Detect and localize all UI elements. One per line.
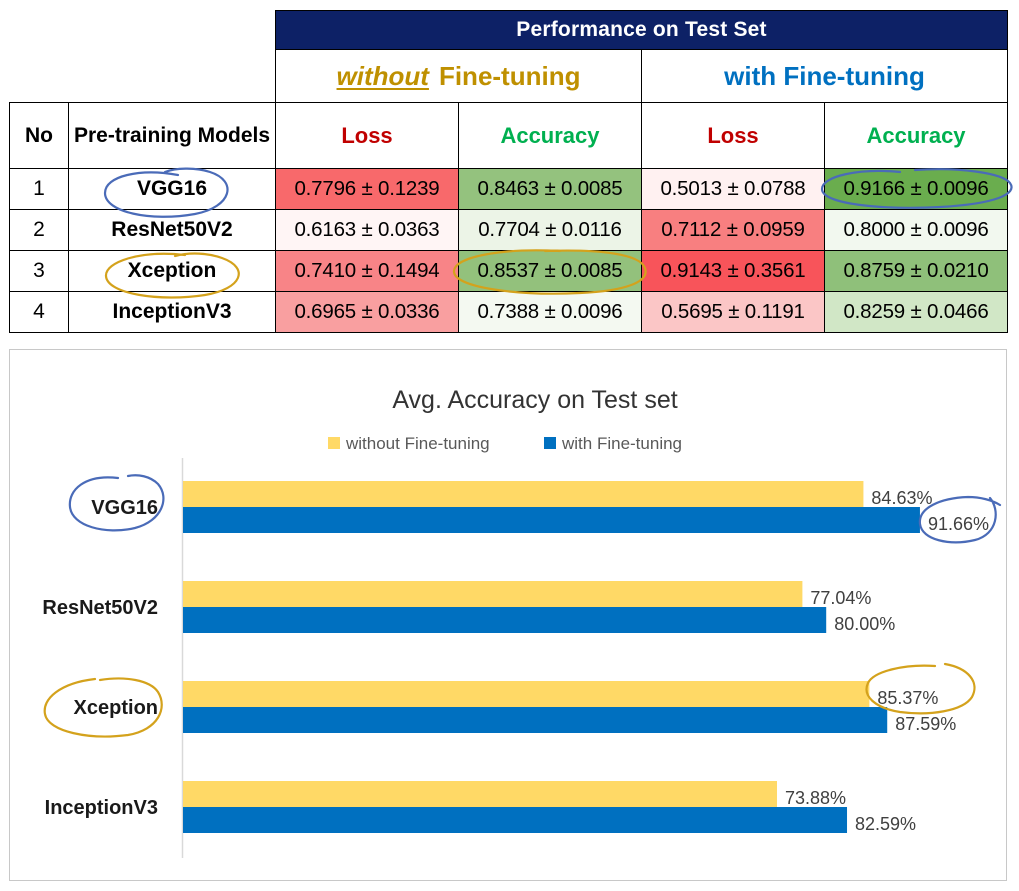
row-number: 4 <box>9 291 69 333</box>
loss-with-cell: 0.7112 ± 0.0959 <box>641 209 825 251</box>
loss-without-cell: 0.6163 ± 0.0363 <box>275 209 459 251</box>
bar-without-finetuning <box>183 781 777 807</box>
performance-header: Performance on Test Set <box>274 10 1009 50</box>
row-number: 1 <box>9 168 69 210</box>
bar-without-finetuning <box>183 481 864 507</box>
bar-value-label: 77.04% <box>810 588 871 608</box>
blank-corner-cell <box>68 10 276 50</box>
bar-value-label: 91.66% <box>928 514 989 534</box>
loss-with-cell: 0.9143 ± 0.3561 <box>641 250 825 292</box>
loss-without-cell: 0.7796 ± 0.1239 <box>275 168 459 210</box>
row-model: InceptionV3 <box>68 291 276 333</box>
loss-without-cell: 0.6965 ± 0.0336 <box>275 291 459 333</box>
accuracy-without-cell: 0.7704 ± 0.0116 <box>458 209 642 251</box>
bar-with-finetuning <box>183 707 888 733</box>
table-row: 1 VGG16 0.7796 ± 0.1239 0.8463 ± 0.0085 … <box>9 168 1009 210</box>
with-finetuning-header: with Fine-tuning <box>640 49 1009 103</box>
bar-with-finetuning <box>183 607 827 633</box>
without-finetuning-header: without Fine-tuning <box>275 49 642 103</box>
row-model: VGG16 <box>68 168 276 210</box>
accuracy-without-cell: 0.8537 ± 0.0085 <box>458 250 642 292</box>
accuracy-with-cell: 0.8000 ± 0.0096 <box>823 209 1009 251</box>
accuracy-with-cell: 0.8259 ± 0.0466 <box>823 291 1009 333</box>
table-column-header-row: No Pre-training Models Loss Accuracy Los… <box>9 102 1009 169</box>
legend-swatch-with <box>544 437 556 449</box>
column-header-accuracy-without: Accuracy <box>458 102 642 169</box>
loss-without-cell: 0.7410 ± 0.1494 <box>275 250 459 292</box>
row-model: ResNet50V2 <box>68 209 276 251</box>
legend-swatch-without <box>328 437 340 449</box>
bar-value-label: 85.37% <box>877 688 938 708</box>
bar-value-label: 84.63% <box>871 488 932 508</box>
accuracy-bar-chart: Avg. Accuracy on Test set without Fine-t… <box>42 386 989 858</box>
legend-label-without: without Fine-tuning <box>345 434 490 453</box>
bar-with-finetuning <box>183 507 920 533</box>
without-emphasis: without <box>336 60 429 91</box>
table-row: 3 Xception 0.7410 ± 0.1494 0.8537 ± 0.00… <box>9 250 1009 292</box>
loss-with-cell: 0.5013 ± 0.0788 <box>641 168 825 210</box>
category-label: ResNet50V2 <box>42 597 158 619</box>
blank-corner-cell <box>68 49 276 103</box>
bar-without-finetuning <box>183 681 870 707</box>
accuracy-with-cell: 0.9166 ± 0.0096 <box>823 168 1009 210</box>
chart-title: Avg. Accuracy on Test set <box>392 386 677 414</box>
accuracy-chart-panel: Avg. Accuracy on Test set without Fine-t… <box>9 349 1007 881</box>
performance-table-container: Performance on Test Set without Fine-tuni… <box>9 10 1009 338</box>
table-group-header-row: Performance on Test Set <box>9 10 1009 50</box>
blank-corner-cell <box>9 10 69 50</box>
column-header-no: No <box>9 102 69 169</box>
legend-label-with: with Fine-tuning <box>561 434 682 453</box>
chart-legend: without Fine-tuning with Fine-tuning <box>328 434 682 453</box>
bar-value-label: 80.00% <box>834 614 895 634</box>
accuracy-without-cell: 0.7388 ± 0.0096 <box>458 291 642 333</box>
blank-corner-cell <box>9 49 69 103</box>
row-model: Xception <box>68 250 276 292</box>
column-header-loss-without: Loss <box>275 102 459 169</box>
column-header-model: Pre-training Models <box>68 102 276 169</box>
without-rest: Fine-tuning <box>438 60 581 91</box>
column-header-loss-with: Loss <box>641 102 825 169</box>
category-label: InceptionV3 <box>45 797 158 819</box>
category-label: VGG16 <box>91 497 158 519</box>
table-subgroup-header-row: without Fine-tuning with Fine-tuning <box>9 49 1009 103</box>
table-row: 2 ResNet50V2 0.6163 ± 0.0363 0.7704 ± 0.… <box>9 209 1009 251</box>
column-header-accuracy-with: Accuracy <box>823 102 1009 169</box>
bar-without-finetuning <box>183 581 803 607</box>
bar-value-label: 82.59% <box>855 814 916 834</box>
row-number: 2 <box>9 209 69 251</box>
category-label: Xception <box>74 697 158 719</box>
performance-table: Performance on Test Set without Fine-tuni… <box>9 10 1009 333</box>
table-row: 4 InceptionV3 0.6965 ± 0.0336 0.7388 ± 0… <box>9 291 1009 333</box>
loss-with-cell: 0.5695 ± 0.1191 <box>641 291 825 333</box>
accuracy-without-cell: 0.8463 ± 0.0085 <box>458 168 642 210</box>
bar-with-finetuning <box>183 807 848 833</box>
bar-value-label: 73.88% <box>785 788 846 808</box>
accuracy-with-cell: 0.8759 ± 0.0210 <box>823 250 1009 292</box>
bar-value-label: 87.59% <box>895 714 956 734</box>
chart-bars: VGG16 84.63% 91.66% ResNet50V2 77.04% 80.00% X… <box>42 481 989 834</box>
row-number: 3 <box>9 250 69 292</box>
